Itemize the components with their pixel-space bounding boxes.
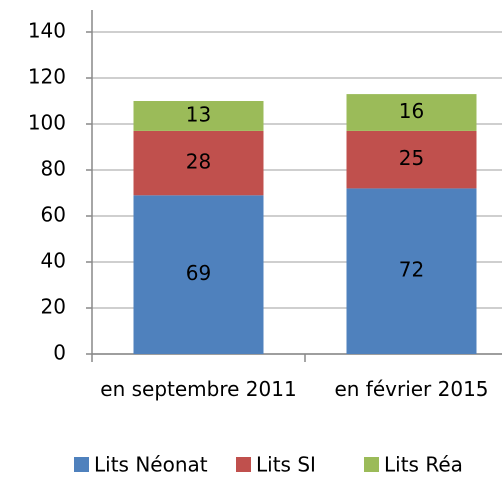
y-tick-label: 20 <box>41 295 66 319</box>
data-label: 28 <box>186 150 211 174</box>
y-tick-label: 100 <box>28 111 66 135</box>
legend-label: Lits SI <box>256 453 316 477</box>
data-label: 13 <box>186 102 211 126</box>
y-tick-label: 40 <box>41 249 66 273</box>
x-tick-label: en septembre 2011 <box>100 377 297 401</box>
data-label: 16 <box>399 99 424 123</box>
y-tick-label: 120 <box>28 65 66 89</box>
data-label: 69 <box>186 261 211 285</box>
y-tick-label: 60 <box>41 203 66 227</box>
legend-swatch <box>364 457 379 472</box>
y-tick-label: 80 <box>41 157 66 181</box>
bar-segment <box>346 188 477 354</box>
y-tick-label: 0 <box>53 341 66 365</box>
bar-segment <box>346 130 477 189</box>
legend-label: Lits Néonat <box>94 453 208 477</box>
data-label: 25 <box>399 146 424 170</box>
bar-segment <box>133 101 264 131</box>
legend-swatch <box>74 457 89 472</box>
bar-segment <box>346 94 477 131</box>
legend-swatch <box>236 457 251 472</box>
legend-label: Lits Réa <box>384 453 463 477</box>
bar-segment <box>133 130 264 196</box>
y-tick-label: 140 <box>28 19 66 43</box>
x-tick-label: en février 2015 <box>334 377 489 401</box>
data-label: 72 <box>399 258 424 282</box>
bar-segment <box>133 195 264 354</box>
